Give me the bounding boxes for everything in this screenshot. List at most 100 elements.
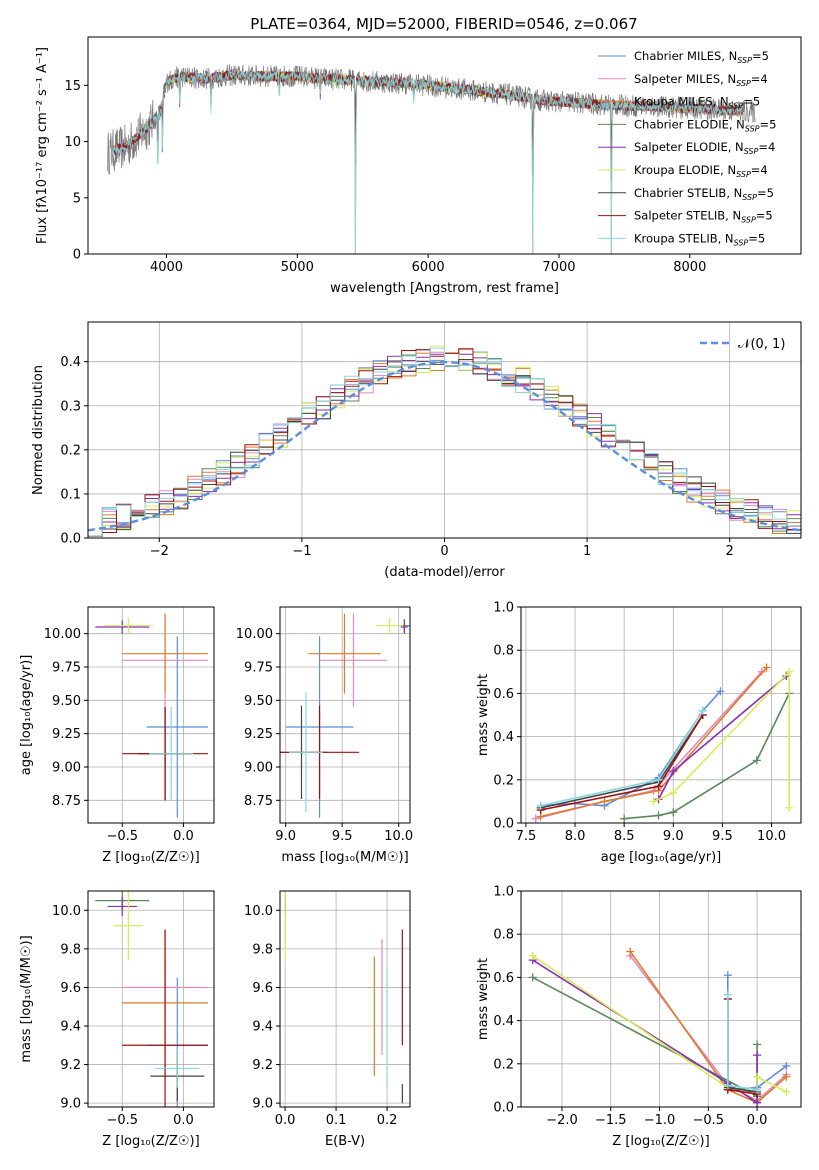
y-tick-label: 0.4 bbox=[493, 730, 514, 745]
y-tick-label: 9.6 bbox=[252, 981, 273, 996]
panel-mass_vs_Z: −0.5 0.0 9.0 9.2 9.4 9.6 9.8 10.0 Z [log₁₀(Z/Z☉)… bbox=[19, 890, 215, 1149]
legend-label: Chabrier ELODIE, NSSP=5 bbox=[634, 117, 776, 133]
errorbar-point-kroupa-miles bbox=[122, 613, 208, 694]
series-line bbox=[726, 994, 758, 1091]
y-tick-label: 10.0 bbox=[244, 904, 273, 919]
errorbar-point-kroupa-elodie bbox=[103, 617, 153, 634]
x-axis-label: Z [log₁₀(Z/Z☉)] bbox=[102, 850, 199, 865]
data-marker bbox=[785, 667, 794, 676]
errorbar-point-kroupa-stelib bbox=[155, 1049, 200, 1088]
data-marker bbox=[528, 951, 537, 960]
plot-area bbox=[284, 891, 403, 1104]
plot-area bbox=[107, 64, 756, 254]
y-tick-label: 10 bbox=[64, 135, 81, 150]
errorbar-point-kroupa-elodie bbox=[113, 891, 144, 961]
series-kroupa-elodie bbox=[649, 667, 794, 812]
data-marker bbox=[782, 1061, 791, 1070]
y-tick-label: 9.4 bbox=[60, 1020, 81, 1035]
errorbar-point-salpeter-elodie bbox=[95, 620, 150, 634]
y-tick-label: 1.0 bbox=[493, 885, 514, 900]
legend-label: Chabrier STELIB, NSSP=5 bbox=[634, 186, 774, 202]
errorbar-point-salpeter-stelib bbox=[122, 929, 208, 1107]
legend-label: Kroupa ELODIE, NSSP=4 bbox=[634, 163, 768, 179]
x-tick-label: 8000 bbox=[673, 260, 706, 275]
plot-area bbox=[95, 613, 208, 818]
errorbar-point-kroupa-miles bbox=[308, 613, 381, 694]
axes-frame bbox=[279, 606, 411, 824]
panel-weight_vs_age: 7.5 8.0 8.5 9.0 9.5 10.0 0.0 0.2 0.4 0.6 0.8 1.0 age… bbox=[476, 601, 802, 865]
data-marker bbox=[536, 801, 545, 810]
y-tick-label: 9.25 bbox=[52, 727, 81, 742]
data-marker bbox=[528, 973, 537, 982]
x-axis-label: Z [log₁₀(Z/Z☉)] bbox=[102, 1134, 199, 1149]
data-marker bbox=[753, 1051, 762, 1060]
legend: 𝒩(0, 1) bbox=[700, 337, 785, 352]
series-kroupa-stelib bbox=[536, 706, 707, 810]
x-tick-label: 9.5 bbox=[712, 829, 733, 844]
data-marker bbox=[654, 775, 663, 784]
data-marker bbox=[626, 947, 635, 956]
series-line bbox=[535, 671, 763, 820]
data-marker bbox=[723, 1081, 732, 1090]
y-tick-label: 1.0 bbox=[493, 601, 514, 616]
y-tick-label: 0.6 bbox=[493, 687, 514, 702]
y-axis-label: Normed distribution bbox=[31, 365, 46, 495]
y-tick-label: 9.25 bbox=[244, 727, 273, 742]
data-marker bbox=[669, 767, 678, 776]
y-tick-label: 9.50 bbox=[244, 694, 273, 709]
plot-area bbox=[280, 613, 410, 818]
data-marker bbox=[753, 1040, 762, 1049]
y-tick-label: 9.0 bbox=[60, 1097, 81, 1112]
data-marker bbox=[716, 687, 725, 696]
errorbar-point-salpeter-elodie bbox=[107, 896, 137, 917]
x-tick-label: 0.2 bbox=[377, 1113, 398, 1128]
x-axis-label: mass [log₁₀(M/M☉)] bbox=[281, 850, 408, 865]
x-tick-label: 6000 bbox=[412, 260, 445, 275]
data-marker bbox=[649, 797, 658, 806]
panel-spectrum: 4000 5000 6000 7000 8000 0 5 10 15 wavelength [An… bbox=[35, 36, 802, 296]
y-tick-label: 0.0 bbox=[493, 1101, 514, 1116]
y-tick-label: 9.4 bbox=[252, 1020, 273, 1035]
x-tick-label: −2.0 bbox=[546, 1113, 578, 1128]
y-tick-label: 5 bbox=[73, 191, 81, 206]
data-marker bbox=[753, 1085, 762, 1094]
x-tick-label: −2 bbox=[150, 544, 169, 559]
panel-residuals: −2 −1 0 1 2 0.0 0.1 0.2 0.3 0.4 (data-model)/error… bbox=[31, 321, 802, 580]
histogram-kroupa-stelib bbox=[88, 347, 801, 538]
y-tick-label: 9.00 bbox=[244, 761, 273, 776]
figure-title: PLATE=0364, MJD=52000, FIBERID=0546, z=0… bbox=[250, 15, 637, 33]
x-tick-label: 8.0 bbox=[565, 829, 586, 844]
x-tick-label: 10.0 bbox=[384, 829, 413, 844]
series-line bbox=[532, 976, 758, 1098]
series-kroupa-stelib bbox=[723, 990, 762, 1094]
x-axis-label: (data-model)/error bbox=[384, 565, 505, 580]
plot-area bbox=[528, 947, 791, 1107]
data-marker bbox=[600, 797, 609, 806]
legend-label: Kroupa MILES, NSSP=5 bbox=[634, 95, 760, 111]
data-marker bbox=[669, 788, 678, 797]
y-tick-label: 9.2 bbox=[60, 1058, 81, 1073]
data-marker bbox=[782, 1087, 791, 1096]
y-tick-label: 9.8 bbox=[252, 942, 273, 957]
data-marker bbox=[620, 814, 629, 823]
x-axis-label: wavelength [Angstrom, rest frame] bbox=[330, 281, 559, 296]
x-tick-label: 2 bbox=[726, 544, 734, 559]
x-tick-label: 0.0 bbox=[173, 829, 194, 844]
axes-frame bbox=[87, 36, 802, 255]
x-tick-label: 0.0 bbox=[173, 1113, 194, 1128]
x-tick-label: 8.5 bbox=[614, 829, 635, 844]
y-axis-label: mass weight bbox=[476, 958, 491, 1040]
y-axis-label: mass [log₁₀(M/M☉)] bbox=[19, 935, 34, 1062]
legend: Chabrier MILES, NSSP=5 Salpeter MILES, NS… bbox=[598, 49, 776, 247]
x-axis-label: E(B-V) bbox=[325, 1134, 365, 1149]
x-tick-label: 4000 bbox=[150, 260, 183, 275]
y-tick-label: 0.0 bbox=[493, 817, 514, 832]
series-chabrier-elodie bbox=[620, 689, 794, 823]
y-tick-label: 10.0 bbox=[52, 904, 81, 919]
y-tick-label: 0.2 bbox=[60, 443, 81, 458]
x-tick-label: −1.0 bbox=[644, 1113, 676, 1128]
series-line bbox=[653, 669, 791, 808]
data-marker bbox=[531, 814, 540, 823]
y-tick-label: 9.8 bbox=[60, 942, 81, 957]
